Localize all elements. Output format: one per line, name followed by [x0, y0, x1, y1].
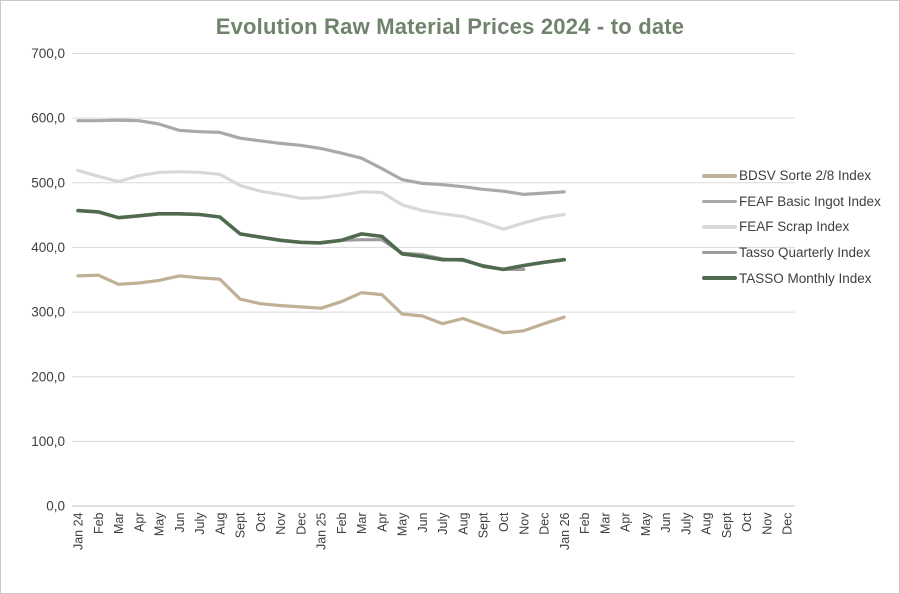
x-tick-label: May [153, 512, 167, 536]
y-tick-label: 300,0 [31, 305, 65, 320]
x-tick-label: Nov [760, 512, 774, 535]
x-tick-label: Oct [740, 512, 754, 532]
legend-item-feaf-scrap: FEAF Scrap Index [702, 214, 881, 240]
x-tick-label: Apr [376, 513, 390, 532]
x-tick-label: July [436, 512, 450, 535]
legend-label: TASSO Monthly Index [739, 270, 872, 286]
x-tick-label: Oct [254, 512, 268, 532]
legend-line-swatch [702, 199, 737, 204]
series-lines [76, 118, 566, 335]
series-line-feaf-basic-ingot-index [76, 118, 566, 196]
x-tick-label: July [193, 512, 207, 535]
y-tick-label: 100,0 [31, 434, 65, 449]
x-tick-label: Nov [517, 512, 531, 535]
y-tick-label: 700,0 [31, 46, 65, 61]
y-tick-label: 500,0 [31, 175, 65, 190]
x-tick-label: Aug [213, 512, 227, 534]
x-tick-label: Feb [92, 512, 106, 534]
y-tick-label: 0,0 [46, 499, 65, 514]
legend-item-tasso-quarterly: Tasso Quarterly Index [702, 240, 881, 266]
x-tick-label: Aug [457, 512, 471, 534]
x-tick-label: Jun [416, 512, 430, 532]
x-tick-label: Dec [781, 513, 795, 535]
x-tick-label: Sept [234, 512, 248, 538]
x-tick-label: July [679, 512, 693, 535]
y-tick-label: 600,0 [31, 111, 65, 126]
x-tick-label: Jan 24 [72, 512, 86, 550]
x-tick-label: Jan 25 [315, 512, 329, 550]
x-tick-label: Sept [477, 512, 491, 538]
y-tick-label: 400,0 [31, 240, 65, 255]
chart-title: Evolution Raw Material Prices 2024 - to … [215, 14, 685, 39]
series-line-bdsv-sorte-2-8-index [76, 273, 566, 335]
gridlines [72, 53, 795, 507]
legend-line-swatch [702, 225, 737, 229]
x-tick-label: Dec [538, 513, 552, 535]
x-tick-label: Mar [112, 513, 126, 535]
x-tick-label: Jun [659, 512, 673, 532]
x-tick-label: May [396, 512, 410, 536]
x-tick-label: Oct [497, 512, 511, 532]
y-tick-label: 200,0 [31, 369, 65, 384]
x-tick-label: Mar [355, 513, 369, 535]
x-tick-label: Mar [598, 513, 612, 535]
x-tick-label: Jun [173, 512, 187, 532]
legend-item-tasso-monthly: TASSO Monthly Index [702, 265, 881, 291]
x-tick-label: Nov [274, 512, 288, 535]
chart-legend: BDSV Sorte 2/8 Index FEAF Basic Ingot In… [702, 163, 881, 291]
series-line-tasso-monthly-index [76, 208, 566, 272]
x-tick-label: Apr [619, 513, 633, 532]
x-tick-label: Dec [294, 513, 308, 535]
x-tick-label: May [639, 512, 653, 536]
legend-line-swatch [702, 250, 737, 255]
legend-label: BDSV Sorte 2/8 Index [739, 168, 872, 184]
x-tick-label: Jan 26 [558, 512, 572, 550]
x-axis-labels: Jan 24 Feb Mar Apr May Jun July Aug Sept Oct Nov De… [72, 512, 795, 550]
y-axis-labels: 0,0 100,0 200,0 300,0 400,0 500,0 600,0 700,0 [31, 46, 65, 513]
legend-label: FEAF Basic Ingot Index [739, 193, 881, 209]
series-line-feaf-scrap-index [76, 168, 566, 231]
legend-label: Tasso Quarterly Index [739, 245, 871, 261]
legend-item-bdsv: BDSV Sorte 2/8 Index [702, 163, 881, 189]
x-tick-label: Sept [720, 512, 734, 538]
legend-item-feaf-basic: FEAF Basic Ingot Index [702, 189, 881, 215]
series-line-tasso-quarterly-index [319, 238, 526, 271]
x-tick-label: Aug [700, 512, 714, 534]
x-tick-label: Feb [335, 512, 349, 534]
x-tick-label: Apr [132, 513, 146, 532]
x-tick-label: Feb [578, 512, 592, 534]
legend-line-swatch [702, 276, 737, 280]
legend-line-swatch [702, 174, 737, 178]
legend-label: FEAF Scrap Index [739, 219, 850, 235]
